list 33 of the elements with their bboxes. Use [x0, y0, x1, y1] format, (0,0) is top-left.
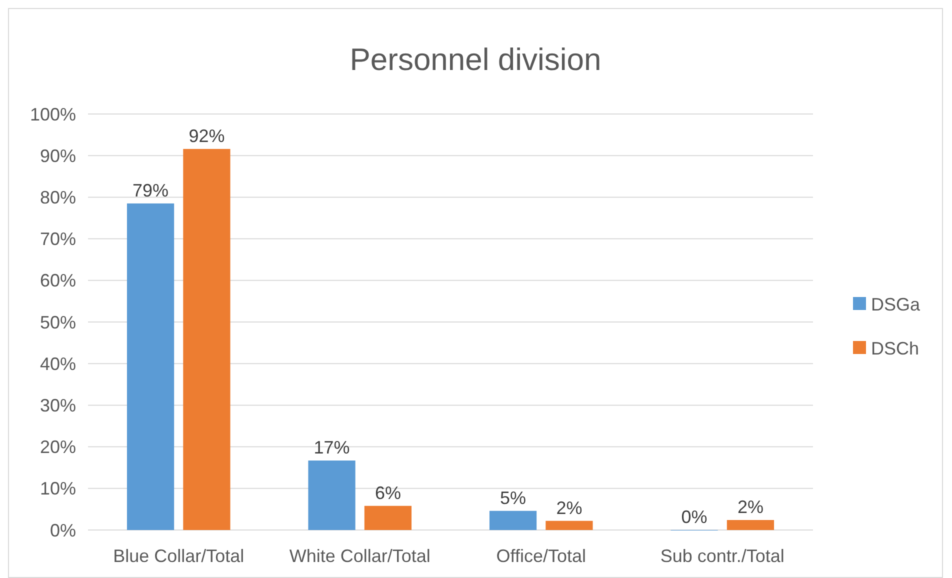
bar: [546, 520, 593, 530]
x-tick-label: Office/Total: [496, 546, 586, 566]
y-tick-label: 70%: [40, 229, 76, 250]
data-label: 6%: [374, 482, 401, 503]
y-tick-label: 40%: [40, 354, 76, 374]
bar: [489, 510, 537, 530]
y-tick-label: 60%: [40, 270, 76, 291]
y-tick-label: 50%: [40, 312, 76, 332]
data-label: 5%: [500, 488, 526, 508]
y-tick-label: 80%: [40, 188, 76, 208]
y-tick-label: 90%: [40, 146, 76, 166]
y-tick-label: 10%: [40, 478, 76, 499]
y-tick-label: 20%: [40, 437, 76, 458]
y-tick-label: 30%: [40, 396, 76, 416]
x-tick-label: Blue Collar/Total: [113, 546, 244, 566]
y-tick-label: 0%: [50, 520, 76, 540]
data-label: 2%: [737, 497, 764, 518]
bar: [183, 148, 230, 530]
data-label: 92%: [188, 126, 225, 146]
x-tick-label: Sub contr./Total: [660, 546, 784, 566]
bar: [726, 520, 774, 530]
data-label: 0%: [681, 507, 708, 527]
legend-label: DSCh: [871, 338, 920, 358]
data-label: 2%: [556, 498, 582, 518]
x-tick-label: White Collar/Total: [289, 546, 430, 566]
data-label: 17%: [314, 438, 350, 458]
chart-title: Personnel division: [350, 42, 602, 77]
bar: [308, 460, 356, 530]
bar: [126, 203, 174, 530]
legend-label: DSGa: [871, 294, 922, 314]
bar: [364, 506, 412, 530]
data-label: 79%: [132, 180, 169, 200]
y-tick-label: 100%: [30, 104, 76, 124]
